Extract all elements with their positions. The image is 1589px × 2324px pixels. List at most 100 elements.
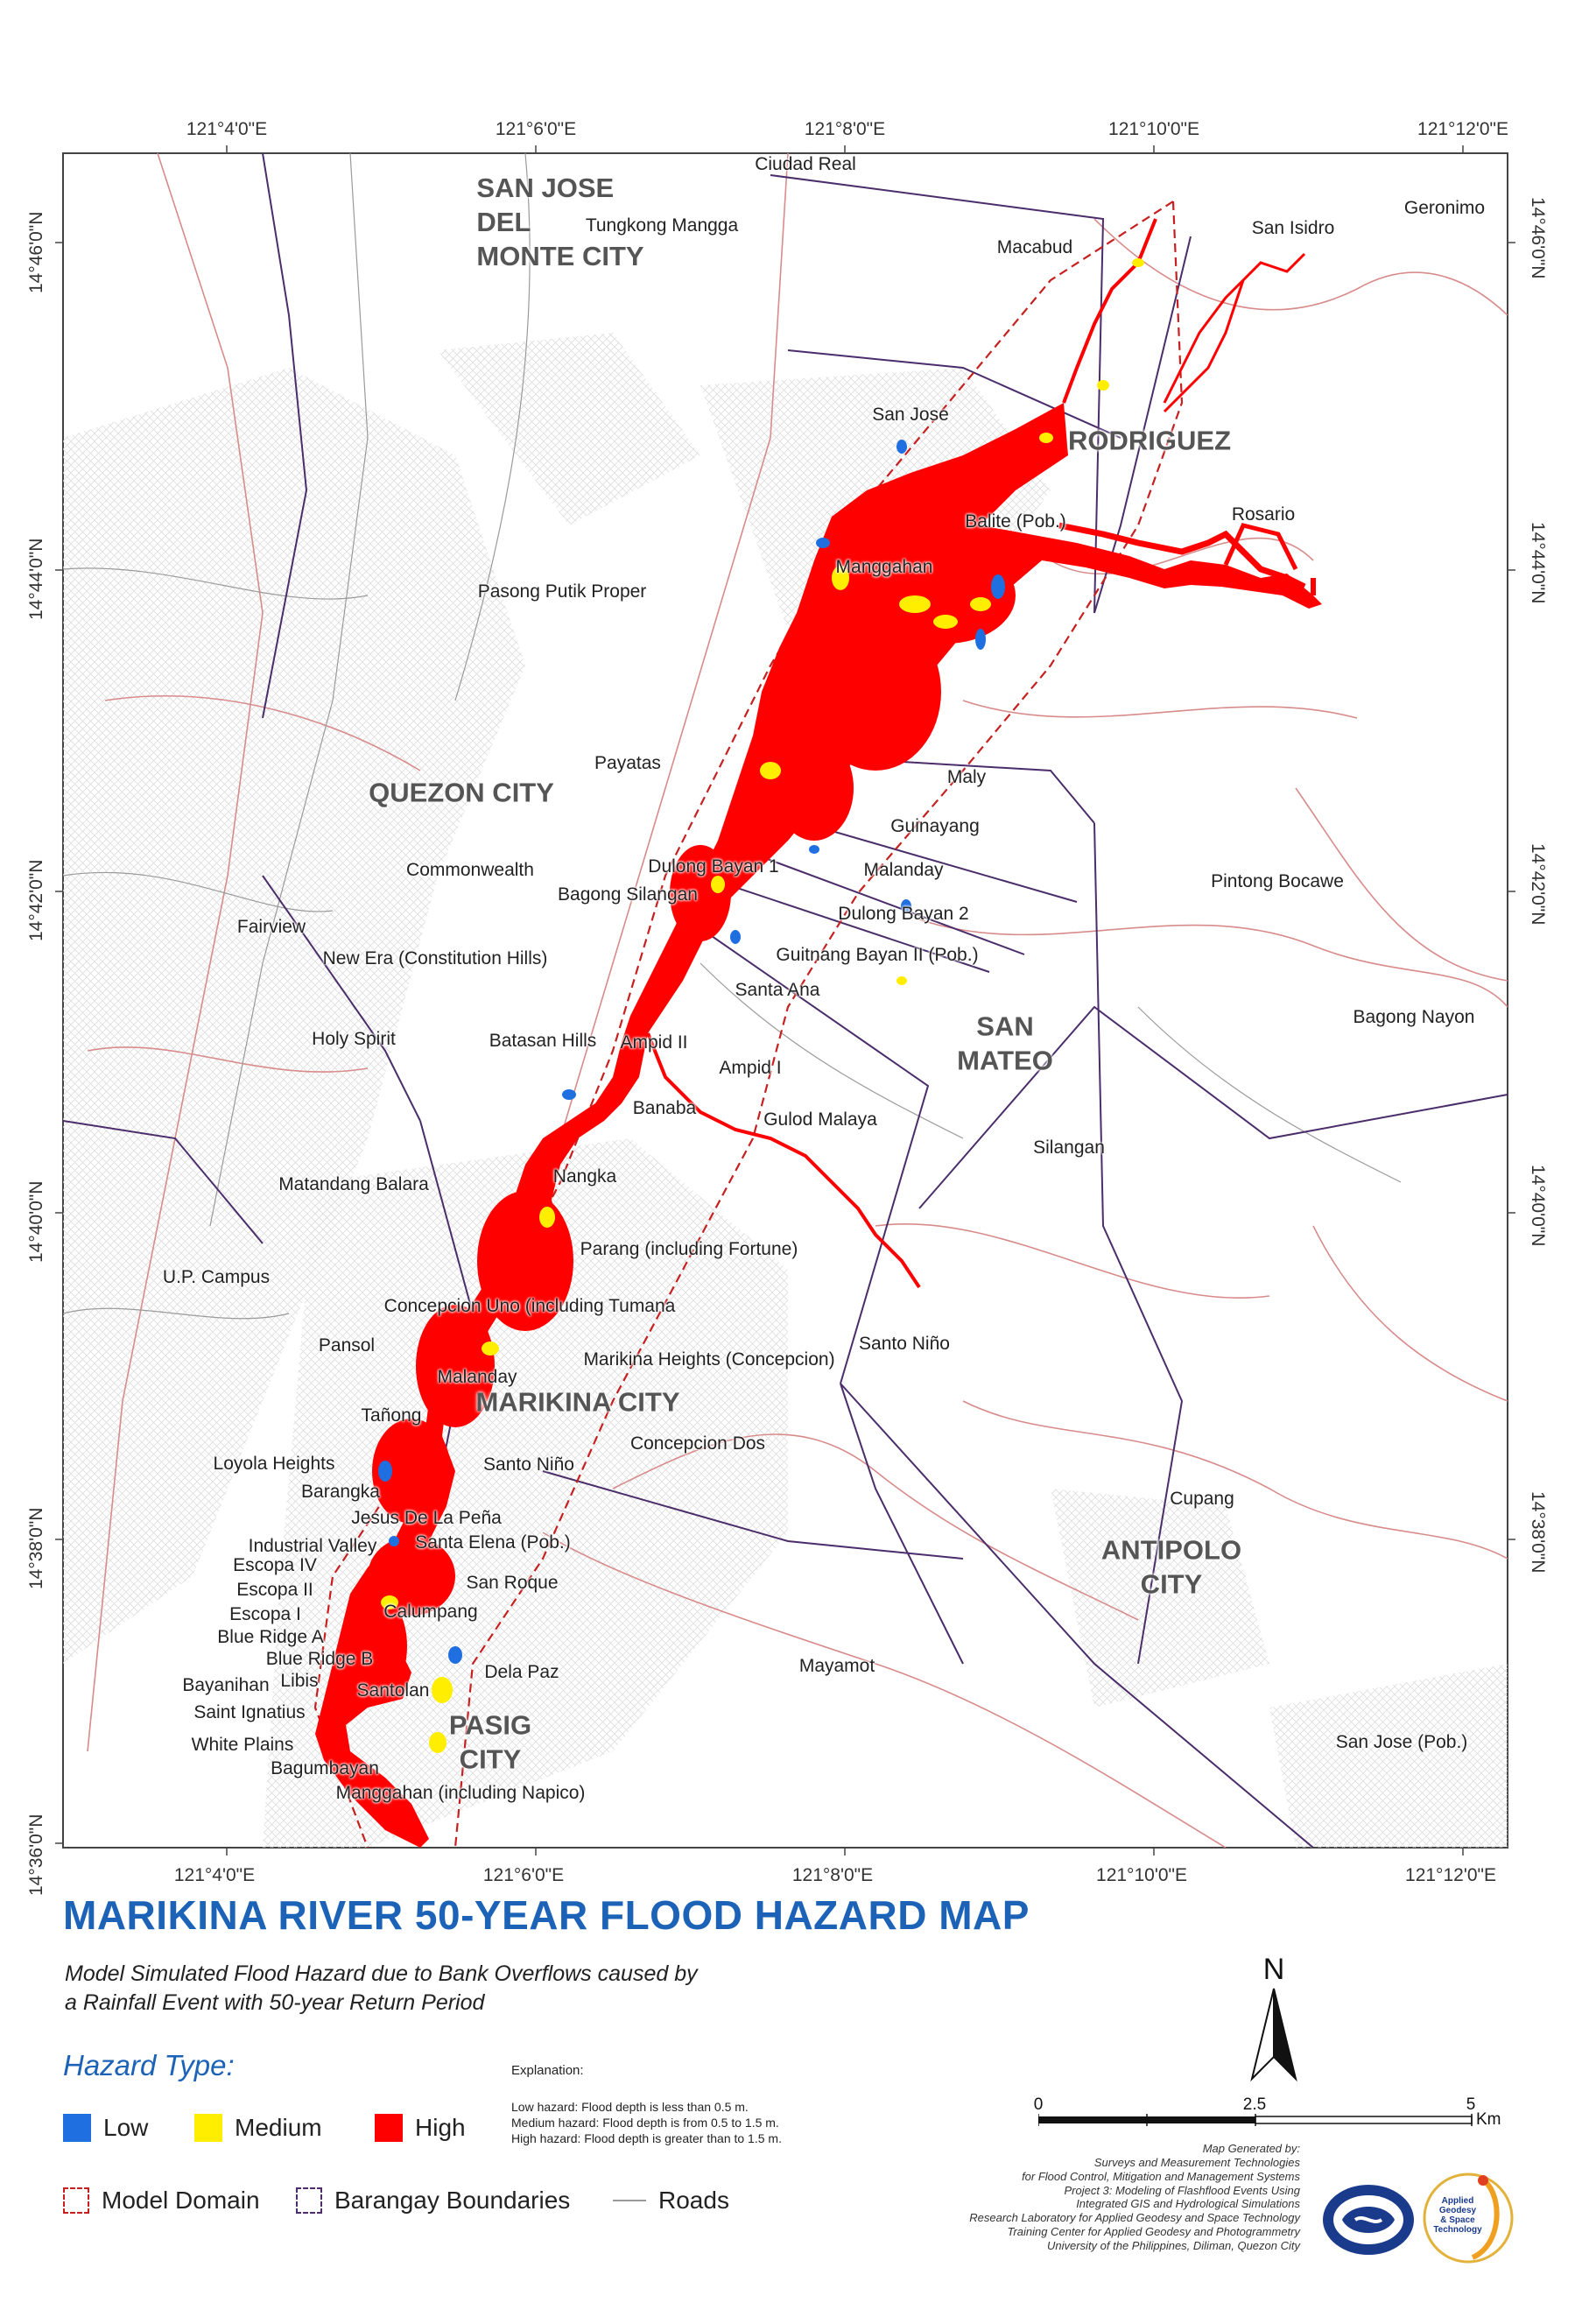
logo-text: Applied Geodesy & Space Technology: [1432, 2196, 1483, 2235]
roads: [87, 153, 1508, 1848]
credits-line: for Flood Control, Mitigation and Manage…: [1022, 2169, 1300, 2183]
gray-roads: [63, 153, 1402, 1320]
explanation-high: High hazard: Flood depth is greater than…: [511, 2131, 782, 2145]
place-label: Payatas: [594, 753, 661, 773]
place-label: Santa Elena (Pob.): [415, 1532, 571, 1553]
scale-bar: [1038, 2114, 1473, 2126]
barangay-swatch: [296, 2187, 322, 2214]
tick-left-4: 14°40'0"N: [26, 1180, 46, 1263]
place-label: U.P. Campus: [162, 1267, 271, 1287]
logo-text-line: Technology: [1433, 2225, 1482, 2235]
subtitle-line: Model Simulated Flood Hazard due to Bank…: [65, 1961, 698, 1986]
city-label-quezon: QUEZON CITY: [369, 777, 554, 808]
place-label: White Plains: [191, 1735, 294, 1755]
place-label: Balite (Pob.): [965, 511, 1066, 532]
place-label: Industrial Valley: [248, 1536, 377, 1556]
place-label: Tañong: [361, 1405, 422, 1426]
tick-top-2: 121°6'0"E: [495, 119, 577, 139]
place-label: Escopa I: [229, 1604, 301, 1624]
medium-swatch: [194, 2114, 222, 2142]
tick-top-4: 121°10'0"E: [1108, 119, 1199, 139]
place-label: Parang (including Fortune): [580, 1239, 798, 1259]
place-label: Ciudad Real: [755, 154, 856, 174]
place-label: Malanday: [437, 1367, 517, 1387]
tick-right-1: 14°46'0"N: [1528, 197, 1548, 279]
model-domain-swatch: [63, 2187, 89, 2214]
low-hazard-zone: [378, 440, 1005, 1664]
city-label-line: ANTIPOLO: [1100, 1534, 1242, 1566]
credits-line: Research Laboratory for Applied Geodesy …: [969, 2211, 1300, 2225]
place-label: Holy Spirit: [312, 1029, 396, 1049]
place-label: Escopa II: [236, 1580, 313, 1600]
tick-right-4: 14°40'0"N: [1528, 1165, 1548, 1247]
credits-line: University of the Philippines, Diliman, …: [1046, 2239, 1300, 2253]
legend-high-label: High: [415, 2114, 466, 2141]
explanation-low: Low hazard: Flood depth is less than 0.5…: [511, 2100, 749, 2114]
tick-left-3: 14°42'0"N: [26, 859, 46, 941]
legend-barangay: Barangay Boundaries: [296, 2187, 570, 2215]
tick-bottom-5: 121°12'0"E: [1405, 1865, 1496, 1885]
place-label: Batasan Hills: [489, 1031, 597, 1051]
geodesy-logo-icon: [1423, 2173, 1514, 2264]
place-label: San Jose (Pob.): [1335, 1732, 1468, 1752]
tick-left-6: 14°36'0"N: [26, 1813, 46, 1896]
legend-low-label: Low: [103, 2114, 149, 2141]
north-arrow-icon: [1250, 1988, 1297, 2082]
place-label: Commonwealth: [406, 860, 534, 880]
place-label: Saint Ignatius: [193, 1702, 306, 1722]
place-label: Santo Niño: [859, 1334, 950, 1354]
flood-extent: [315, 218, 1322, 1848]
city-label-line: CITY: [1140, 1568, 1203, 1599]
high-swatch: [375, 2114, 403, 2142]
tick-bottom-1: 121°4'0"E: [173, 1865, 256, 1885]
place-label: San Isidro: [1251, 218, 1335, 238]
place-label: Blue Ridge B: [265, 1649, 374, 1669]
map-title: MARIKINA RIVER 50-YEAR FLOOD HAZARD MAP: [63, 1892, 1030, 1938]
ust-logo-icon: [1323, 2185, 1414, 2255]
credits-line: Training Center for Applied Geodesy and …: [1007, 2225, 1300, 2239]
place-label: Guitnang Bayan II (Pob.): [776, 945, 979, 965]
place-label: Manggahan (including Napico): [335, 1783, 586, 1803]
city-label-line: SAN JOSE: [476, 172, 615, 203]
place-label: Pintong Bocawe: [1211, 871, 1344, 891]
place-label: Macabud: [996, 237, 1073, 257]
place-label: Santo Niño: [483, 1454, 574, 1475]
city-label-antipolo: ANTIPOLO CITY: [1101, 1533, 1241, 1602]
place-label: Concepcion Uno (including Tumana: [383, 1296, 676, 1316]
credits-line: Project 3: Modeling of Flashflood Events…: [1064, 2183, 1300, 2197]
map-subtitle: Model Simulated Flood Hazard due to Bank…: [65, 1960, 853, 2017]
medium-hazard-zone: [381, 258, 1144, 1753]
city-label-rodriguez: RODRIGUEZ: [1068, 425, 1231, 456]
tick-left-2: 14°44'0"N: [26, 538, 46, 620]
place-label: San Roque: [466, 1573, 559, 1593]
logo-text-line: Applied: [1441, 2196, 1474, 2206]
place-label: Cupang: [1170, 1489, 1234, 1509]
city-label-line: PASIG: [448, 1709, 532, 1741]
city-label-pasig: PASIG CITY: [449, 1708, 531, 1777]
logo-text-line: & Space: [1440, 2215, 1475, 2225]
explanation-heading: Explanation:: [511, 2063, 584, 2078]
place-label: Pasong Putik Proper: [477, 581, 647, 602]
place-label: Rosario: [1231, 504, 1296, 525]
credits-line: Integrated GIS and Hydrological Simulati…: [1076, 2197, 1300, 2211]
legend-roads-label: Roads: [658, 2187, 729, 2214]
tick-bottom-2: 121°6'0"E: [482, 1865, 565, 1885]
city-label-line: SAN: [976, 1011, 1034, 1042]
place-label: Ampid I: [719, 1058, 782, 1078]
place-label: Libis: [280, 1671, 319, 1691]
tick-left-5: 14°38'0"N: [26, 1507, 46, 1589]
place-label: Bagumbayan: [271, 1758, 379, 1778]
city-label-line: MATEO: [957, 1045, 1053, 1075]
place-label: Concepcion Dos: [629, 1433, 766, 1454]
north-letter: N: [1262, 1953, 1285, 1986]
legend-medium-label: Medium: [235, 2114, 322, 2141]
legend-heading: Hazard Type:: [63, 2049, 235, 2081]
place-label: Bayanihan: [182, 1675, 270, 1695]
place-label: Banaba: [632, 1098, 697, 1118]
tick-bottom-4: 121°10'0"E: [1096, 1865, 1187, 1885]
tick-right-3: 14°42'0"N: [1528, 843, 1548, 926]
place-label: Geronimo: [1403, 198, 1486, 218]
place-label: Ampid II: [620, 1032, 688, 1053]
legend-model-domain: Model Domain: [63, 2187, 260, 2215]
